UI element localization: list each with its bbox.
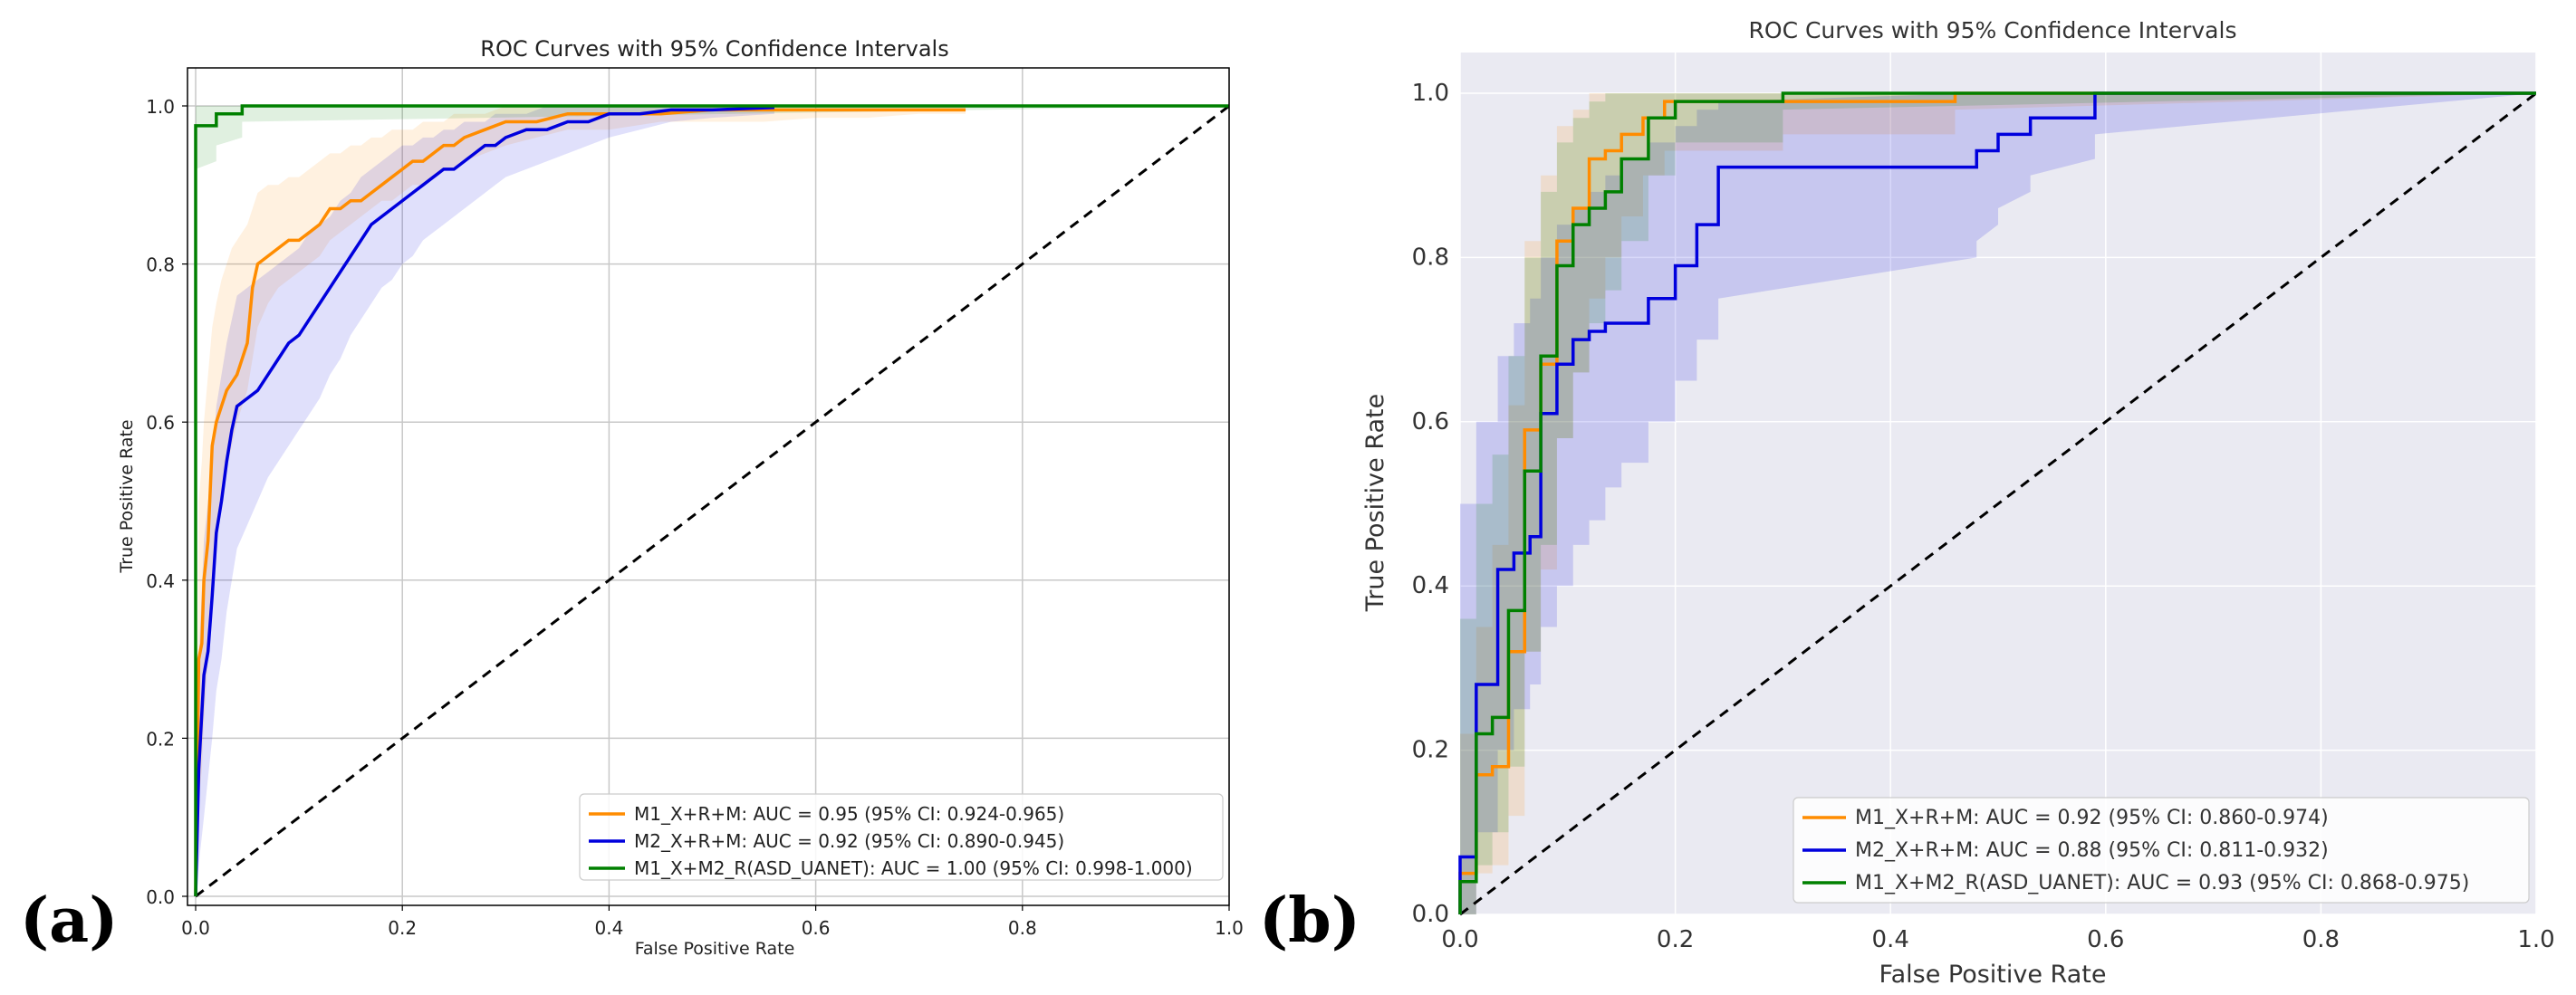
- chart-a-x-tick-label: 1.0: [1215, 917, 1244, 939]
- chart-b-x-tick-label: 0.4: [1872, 926, 1909, 953]
- chart-a-plot-area: [187, 68, 1229, 905]
- chart-b-y-tick-label: 0.6: [1412, 408, 1449, 435]
- chart-panel-b: ROC Curves with 95% Confidence Intervals…: [1361, 17, 2555, 989]
- chart-b-legend-label-1: M1_X+R+M: AUC = 0.92 (95% CI: 0.860-0.97…: [1855, 807, 2329, 829]
- chart-a-x-tick-label: 0.2: [388, 917, 417, 939]
- chart-b-y-tick-label: 0.0: [1412, 901, 1449, 928]
- chart-b-title: ROC Curves with 95% Confidence Intervals: [1749, 17, 2237, 43]
- chart-a-title: ROC Curves with 95% Confidence Intervals: [480, 36, 948, 62]
- chart-b-chance-line: [1459, 91, 2537, 916]
- chart-a-series-1-line: [194, 108, 966, 897]
- chart-a-y-tick-label: 0.4: [146, 570, 175, 592]
- chart-b-x-tick-label: 1.0: [2517, 926, 2554, 953]
- chart-a-series-2-line: [194, 105, 775, 897]
- chart-a-y-tick-label: 0.6: [146, 412, 175, 434]
- chart-a-x-tick-label: 0.4: [594, 917, 623, 939]
- chart-a-frame: [187, 67, 1230, 906]
- panel-a-label: (a): [20, 885, 118, 957]
- chart-b-x-tick-label: 0.6: [2087, 926, 2124, 953]
- chart-a-x-tick-label: 0.0: [181, 917, 210, 939]
- chart-a-legend-label-3: M1_X+M2_R(ASD_UANET): AUC = 1.00 (95% CI…: [634, 857, 1193, 879]
- chart-a-x-tick-label: 0.8: [1008, 917, 1037, 939]
- chart-b-legend: [1793, 797, 2530, 904]
- chart-b-legend-label-2: M2_X+R+M: AUC = 0.88 (95% CI: 0.811-0.93…: [1855, 839, 2329, 862]
- chart-a-series-2-ci-band: [196, 106, 774, 896]
- chart-a-x-tick-label: 0.6: [802, 917, 831, 939]
- panel-b-label: (b): [1259, 885, 1360, 957]
- chart-b-y-tick-label: 0.4: [1412, 572, 1449, 599]
- chart-panel-a: ROC Curves with 95% Confidence Intervals…: [117, 36, 1244, 959]
- chart-b-legend-label-3: M1_X+M2_R(ASD_UANET): AUC = 0.93 (95% CI…: [1855, 872, 2469, 895]
- chart-b-plot-area: [1460, 53, 2536, 914]
- chart-a-legend-label-1: M1_X+R+M: AUC = 0.95 (95% CI: 0.924-0.96…: [634, 803, 1064, 825]
- chart-a-series-3-line: [194, 104, 1229, 896]
- chart-b-y-tick-label: 0.2: [1412, 737, 1449, 764]
- chart-a-y-tick-label: 0.8: [146, 254, 175, 276]
- chart-b-ylabel: True Positive Rate: [1361, 394, 1389, 613]
- chart-b-y-tick-label: 0.8: [1412, 244, 1449, 271]
- chart-a-xlabel: False Positive Rate: [635, 939, 795, 959]
- chart-b-xlabel: False Positive Rate: [1879, 961, 2107, 989]
- chart-b-series-1-ci-band: [1460, 93, 2536, 914]
- chart-b-x-tick-label: 0.8: [2302, 926, 2340, 953]
- chart-a-legend: [579, 793, 1224, 881]
- chart-b-series-3-ci-band: [1460, 93, 2536, 914]
- chart-b-series-2-line: [1458, 91, 2536, 914]
- chart-b-series-3-line: [1458, 91, 2536, 914]
- chart-a-y-tick-label: 0.0: [146, 886, 175, 908]
- chart-a-y-tick-label: 0.2: [146, 728, 175, 750]
- chart-a-chance-line: [195, 104, 1230, 898]
- chart-b-x-tick-label: 0.2: [1657, 926, 1694, 953]
- chart-a-y-tick-label: 1.0: [146, 96, 175, 118]
- chart-a-ylabel: True Positive Rate: [117, 419, 137, 573]
- chart-a-legend-label-2: M2_X+R+M: AUC = 0.92 (95% CI: 0.890-0.94…: [634, 830, 1064, 852]
- chart-b-x-tick-label: 0.0: [1441, 926, 1478, 953]
- chart-b-y-tick-label: 1.0: [1412, 80, 1449, 107]
- chart-a-series-1-ci-band: [196, 106, 966, 896]
